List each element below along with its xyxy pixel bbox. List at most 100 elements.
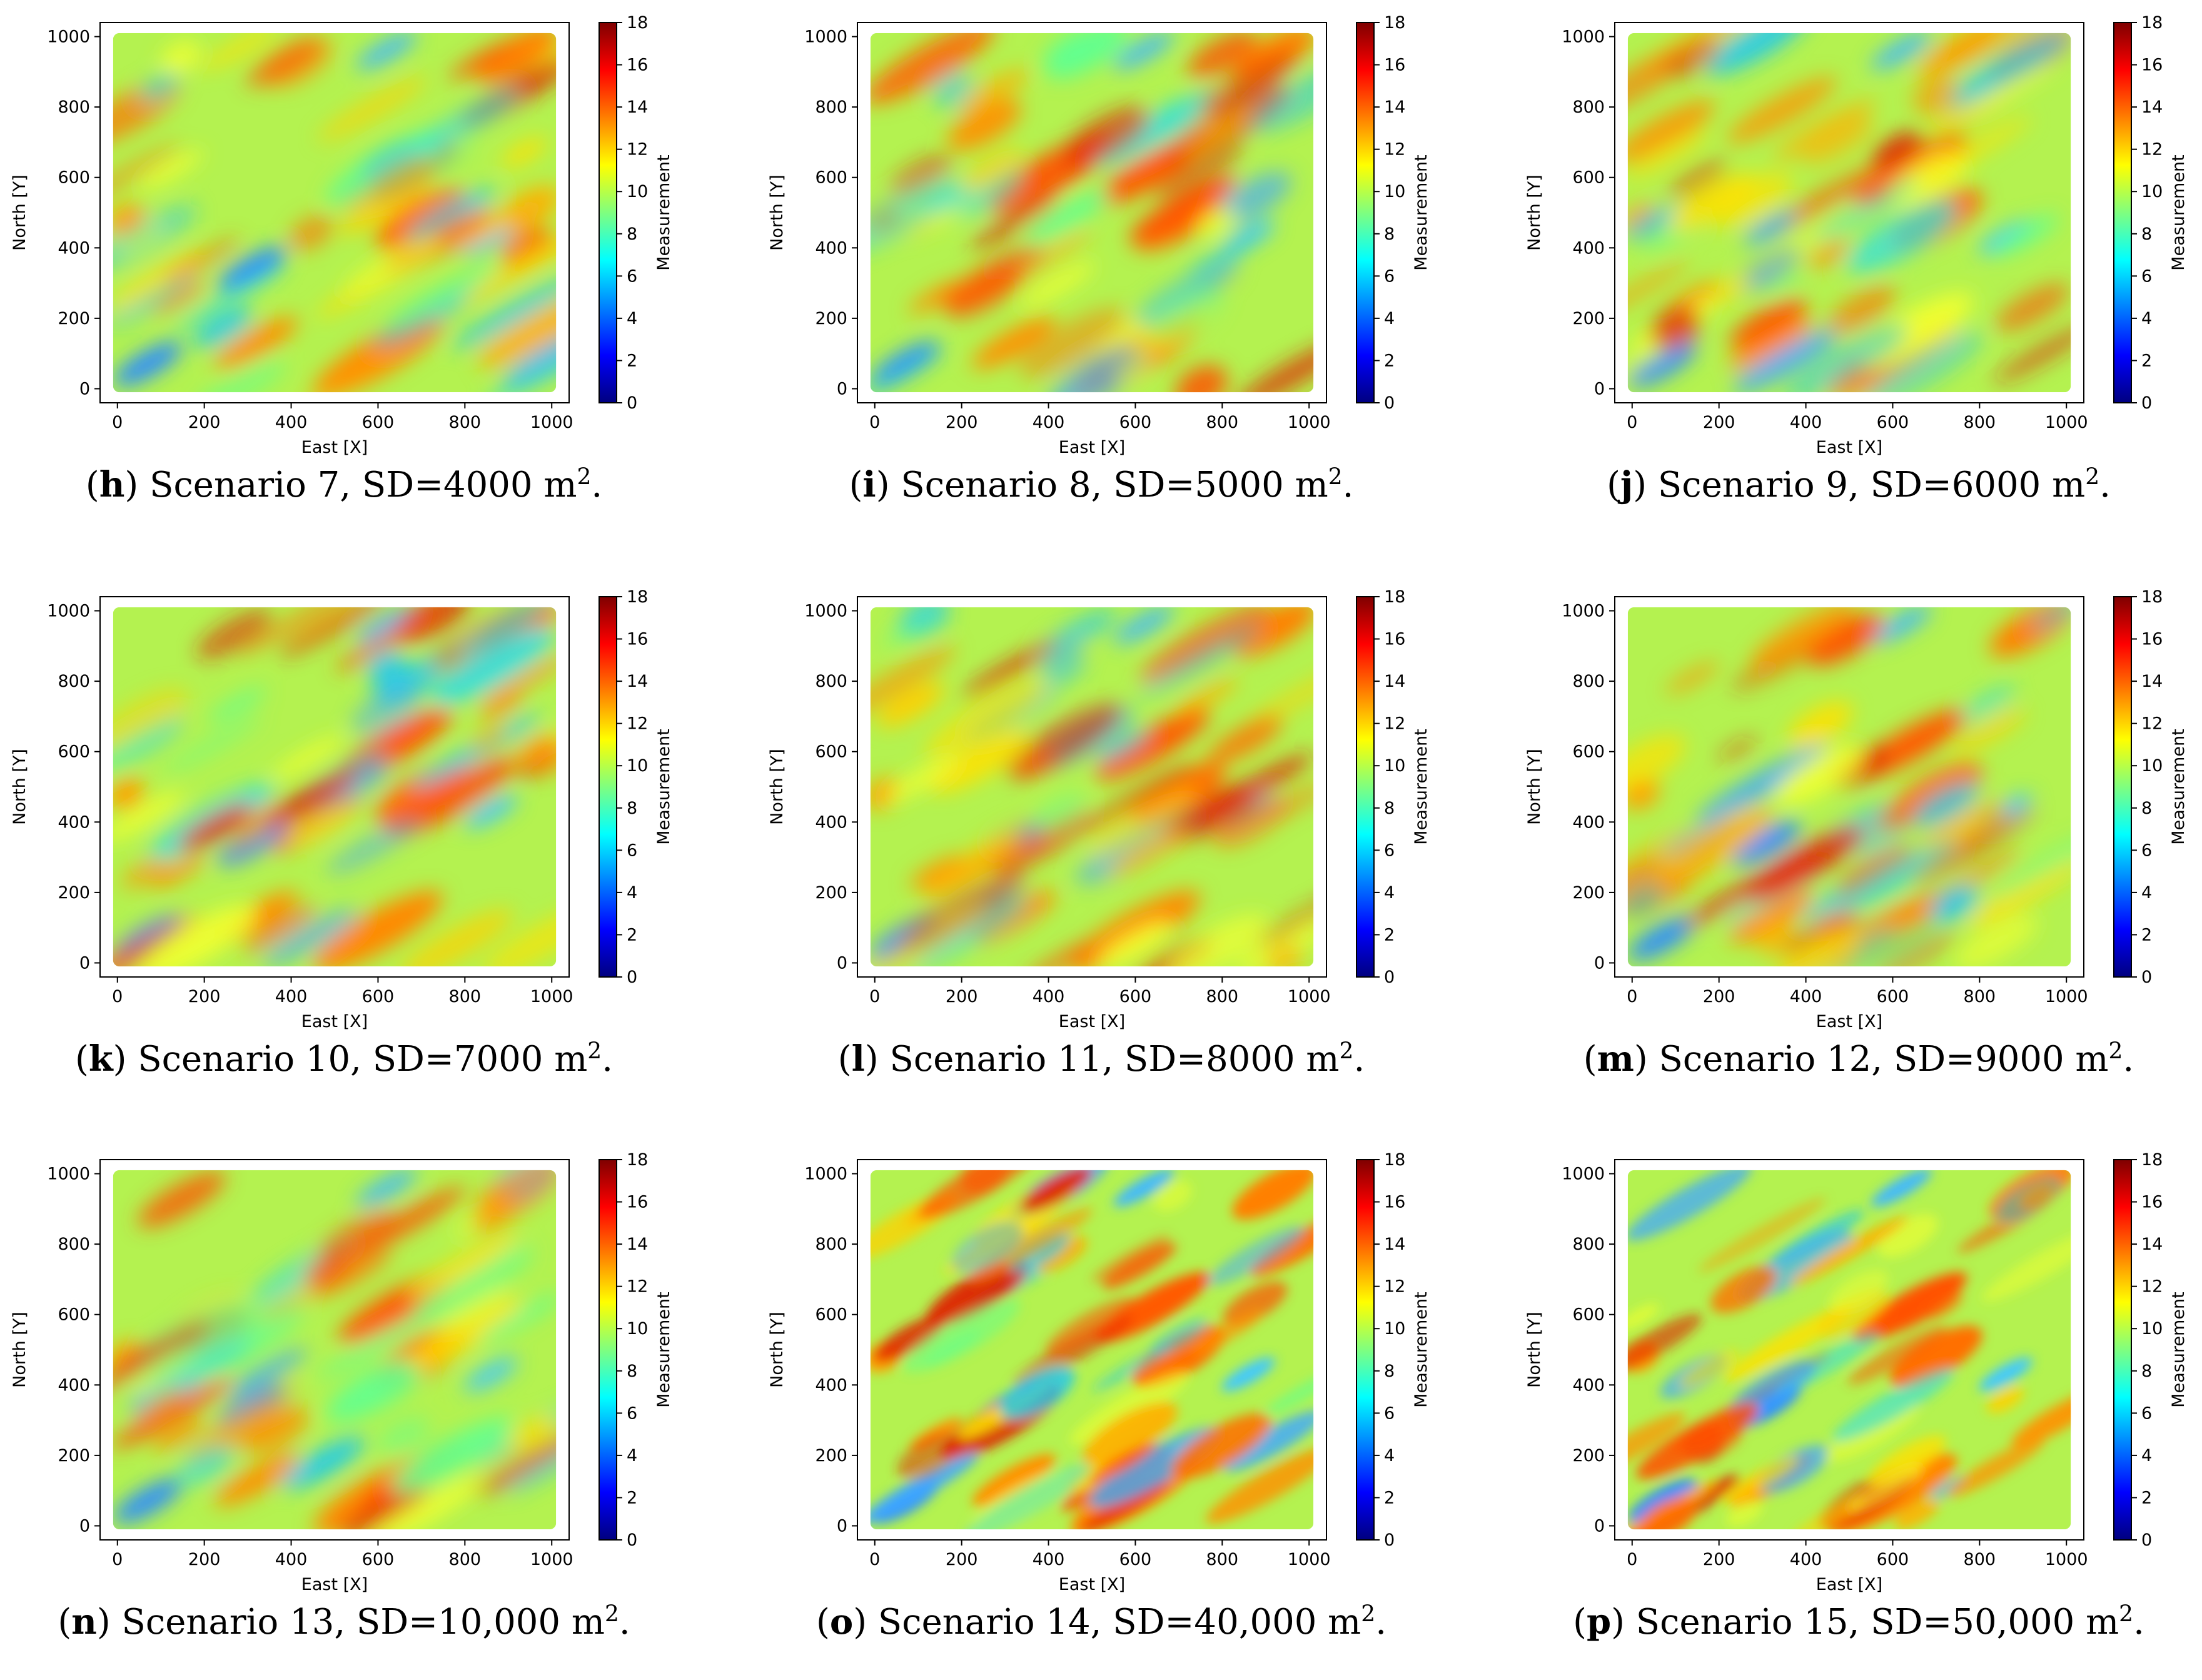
panel-caption: (k) Scenario 10, SD=7000 m2. xyxy=(74,1038,614,1080)
x-tick-label: 1000 xyxy=(2045,1550,2088,1569)
x-tick-label: 0 xyxy=(1627,1550,1637,1569)
x-axis-label: East [X] xyxy=(1816,1012,1882,1031)
heat-field xyxy=(113,1170,557,1530)
y-tick-label: 600 xyxy=(58,742,90,762)
x-tick-label: 200 xyxy=(946,413,978,432)
colorbar-tick-label: 8 xyxy=(627,799,637,818)
colorbar-tick-label: 12 xyxy=(627,140,648,159)
caption-text: Scenario 12, SD=9000 m xyxy=(1659,1039,2109,1080)
colorbar-tick-label: 18 xyxy=(627,13,648,33)
x-axis-label: East [X] xyxy=(301,1575,368,1594)
colorbar-tick-label: 12 xyxy=(2141,714,2163,734)
y-tick-label: 400 xyxy=(815,238,847,258)
colorbar-tick-label: 2 xyxy=(1384,925,1395,944)
x-tick-label: 600 xyxy=(1119,1550,1152,1569)
colorbar xyxy=(598,22,617,403)
colorbar-tick-label: 16 xyxy=(627,1193,648,1212)
y-tick-label: 0 xyxy=(837,953,847,973)
heatmap-chart-j: 0 200 400 600 800 1000 0 200 400 600 800 1000 East [… xyxy=(1525,13,2188,457)
colorbar-tick-label: 2 xyxy=(2141,925,2152,944)
caption-text: Scenario 11, SD=8000 m xyxy=(889,1039,1340,1080)
panel-caption: (j) Scenario 9, SD=6000 m2. xyxy=(1607,464,2111,505)
x-tick-label: 0 xyxy=(112,1550,123,1569)
colorbar-tick-label: 10 xyxy=(1384,182,1405,201)
colorbar-tick-label: 14 xyxy=(1384,98,1405,117)
caption-text: Scenario 10, SD=7000 m xyxy=(138,1039,588,1080)
panel-l: 0 200 400 600 800 1000 0 200 400 600 800 1000 East [… xyxy=(757,574,1445,1087)
colorbar-tick-label: 18 xyxy=(627,587,648,607)
y-tick-label: 600 xyxy=(1572,742,1605,762)
x-tick-label: 200 xyxy=(946,1550,978,1569)
x-tick-label: 800 xyxy=(1964,987,1996,1006)
colorbar-tick-label: 4 xyxy=(627,309,637,328)
x-tick-label: 600 xyxy=(1119,987,1152,1006)
x-tick-label: 400 xyxy=(1790,987,1822,1006)
colorbar-tick-label: 2 xyxy=(1384,1488,1395,1507)
x-tick-label: 1000 xyxy=(530,987,573,1006)
panel-p: 0 200 400 600 800 1000 0 200 400 600 800 1000 East [… xyxy=(1515,1137,2202,1650)
colorbar-tick-label: 2 xyxy=(627,351,637,370)
y-tick-label: 0 xyxy=(837,379,847,398)
x-tick-label: 600 xyxy=(362,413,395,432)
y-axis-label: North [Y] xyxy=(767,749,787,825)
y-tick-label: 1000 xyxy=(47,602,90,621)
colorbar-tick-label: 6 xyxy=(2141,841,2152,860)
x-tick-label: 1000 xyxy=(1288,987,1331,1006)
y-axis-label: North [Y] xyxy=(767,1312,787,1388)
colorbar-tick-label: 12 xyxy=(1384,1277,1405,1297)
y-tick-label: 0 xyxy=(1594,1516,1605,1536)
caption-text: Scenario 8, SD=5000 m xyxy=(901,465,1328,505)
y-tick-label: 200 xyxy=(1572,883,1605,903)
heat-field xyxy=(1627,33,2071,393)
colorbar-tick-label: 6 xyxy=(1384,266,1395,286)
y-tick-label: 400 xyxy=(1572,238,1605,258)
colorbar-tick-label: 14 xyxy=(627,672,648,691)
y-tick-label: 0 xyxy=(1594,379,1605,398)
colorbar xyxy=(2113,22,2132,403)
colorbar-tick-label: 4 xyxy=(627,1446,637,1465)
y-tick-label: 800 xyxy=(58,98,90,117)
colorbar-tick-label: 8 xyxy=(1384,1362,1395,1381)
colorbar xyxy=(2113,596,2132,978)
panel-letter: j xyxy=(1620,464,1634,505)
colorbar xyxy=(598,596,617,978)
heatmap-chart-p: 0 200 400 600 800 1000 0 200 400 600 800 1000 East [… xyxy=(1525,1150,2188,1594)
colorbar-tick-label: 12 xyxy=(1384,714,1405,734)
x-tick-label: 800 xyxy=(1964,1550,1996,1569)
colorbar-label: Measurement xyxy=(2169,154,2188,270)
colorbar-tick-label: 18 xyxy=(2141,1150,2163,1170)
colorbar-tick-label: 2 xyxy=(627,1488,637,1507)
colorbar-label: Measurement xyxy=(1412,1292,1431,1407)
y-tick-label: 400 xyxy=(58,238,90,258)
x-tick-label: 400 xyxy=(275,413,308,432)
x-tick-label: 1000 xyxy=(530,1550,573,1569)
heat-field xyxy=(1627,1170,2071,1530)
x-tick-label: 400 xyxy=(275,987,308,1006)
colorbar-tick-label: 4 xyxy=(2141,883,2152,903)
colorbar-tick-label: 18 xyxy=(627,1150,648,1170)
heatmap-chart-m: 0 200 400 600 800 1000 0 200 400 600 800 1000 East [… xyxy=(1525,587,2188,1031)
x-tick-label: 800 xyxy=(449,413,482,432)
y-tick-label: 0 xyxy=(1594,953,1605,973)
colorbar-tick-label: 4 xyxy=(1384,309,1395,328)
panel-j: 0 200 400 600 800 1000 0 200 400 600 800 1000 East [… xyxy=(1515,0,2202,513)
x-tick-label: 800 xyxy=(1206,987,1239,1006)
colorbar-tick-label: 2 xyxy=(627,925,637,944)
y-tick-label: 200 xyxy=(815,309,847,328)
panel-letter: l xyxy=(851,1038,865,1080)
colorbar-tick-label: 4 xyxy=(2141,1446,2152,1465)
x-tick-label: 0 xyxy=(869,1550,880,1569)
panel-letter: p xyxy=(1586,1601,1612,1642)
colorbar-tick-label: 10 xyxy=(2141,756,2163,776)
y-tick-label: 800 xyxy=(58,1235,90,1254)
colorbar-tick-label: 6 xyxy=(2141,266,2152,286)
y-tick-label: 600 xyxy=(58,1305,90,1325)
x-tick-label: 400 xyxy=(1790,413,1822,432)
x-tick-label: 200 xyxy=(1703,413,1735,432)
axes-frame xyxy=(1614,1159,2084,1541)
panel-m: 0 200 400 600 800 1000 0 200 400 600 800 1000 East [… xyxy=(1515,574,2202,1087)
colorbar-tick-label: 12 xyxy=(627,1277,648,1297)
colorbar-label: Measurement xyxy=(654,154,674,270)
y-tick-label: 1000 xyxy=(47,1165,90,1184)
